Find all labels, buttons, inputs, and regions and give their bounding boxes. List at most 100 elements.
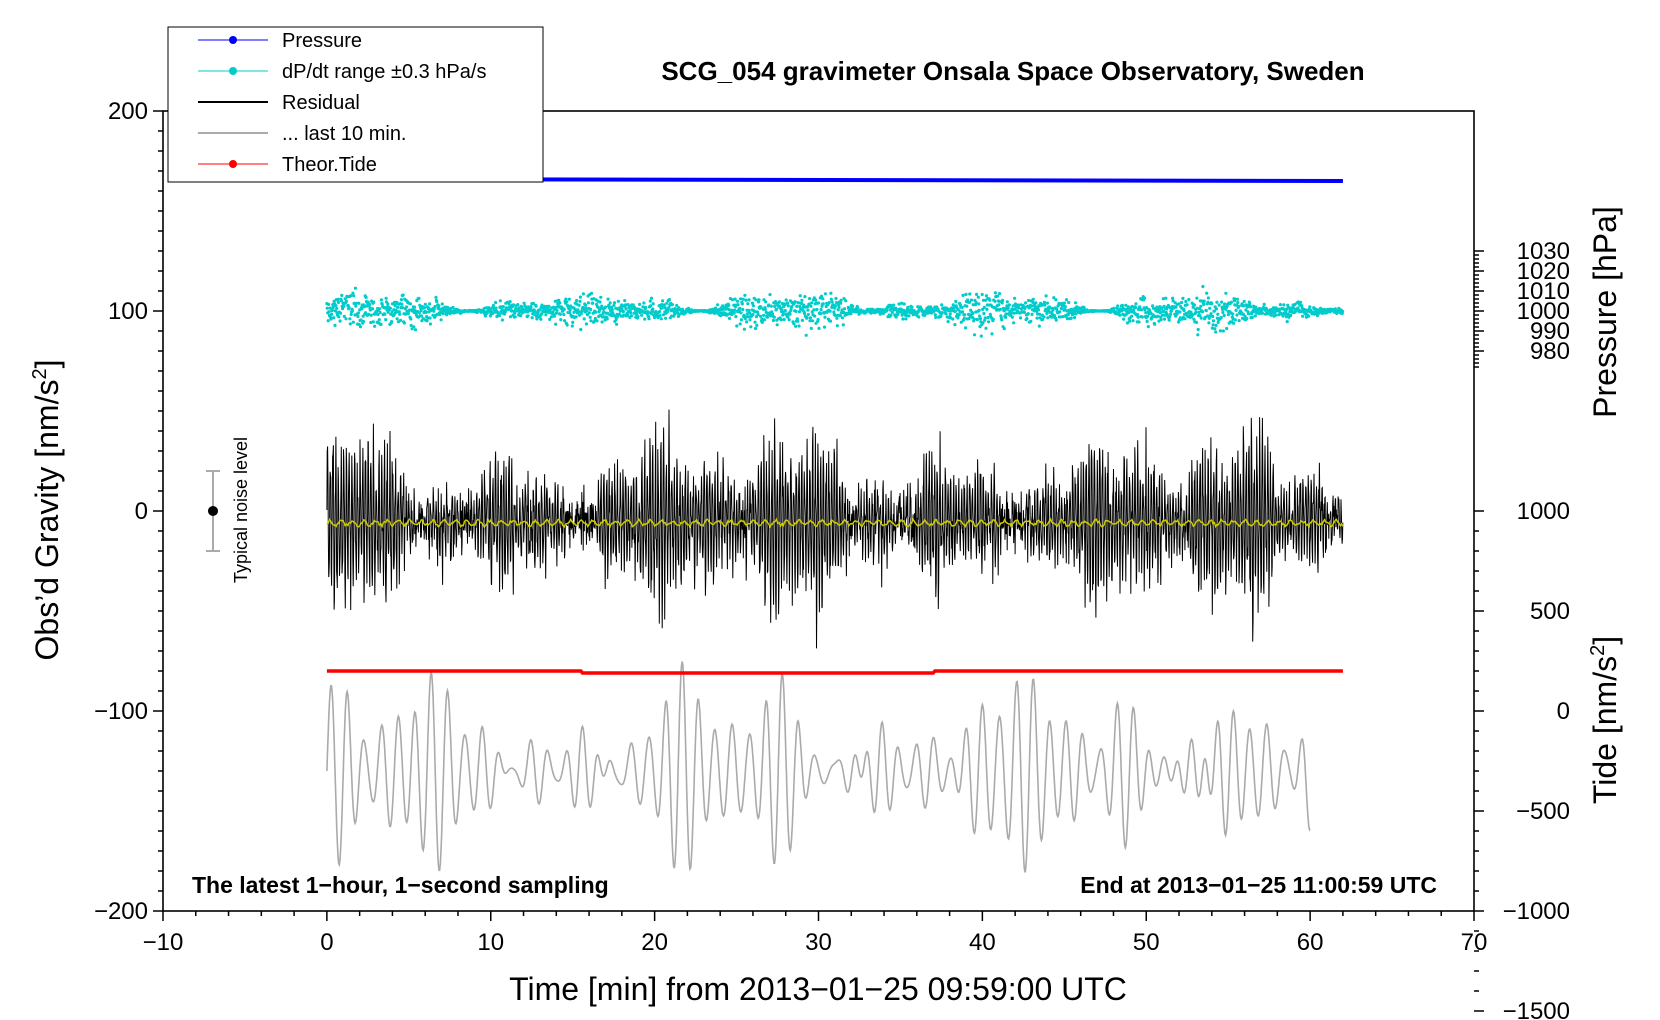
legend-label: dP/dt range ±0.3 hPa/s xyxy=(282,61,486,83)
dpdt-point xyxy=(349,312,353,317)
dpdt-point xyxy=(649,296,654,300)
dpdt-point xyxy=(900,301,904,305)
dpdt-point xyxy=(837,305,841,309)
dpdt-point xyxy=(575,298,579,303)
dpdt-point xyxy=(783,309,787,313)
dpdt-point xyxy=(834,296,838,301)
dpdt-point xyxy=(544,313,548,317)
y-tick-label: −100 xyxy=(94,698,148,725)
dpdt-point xyxy=(1001,298,1005,302)
dpdt-point xyxy=(1171,296,1175,300)
dpdt-point xyxy=(1038,312,1042,316)
dpdt-point xyxy=(904,317,908,321)
dpdt-point xyxy=(1069,316,1073,320)
dpdt-point xyxy=(602,310,606,314)
dpdt-point xyxy=(667,298,672,302)
dpdt-point xyxy=(607,303,611,307)
dpdt-point xyxy=(417,296,421,300)
dpdt-point xyxy=(966,312,971,316)
dpdt-point xyxy=(384,296,388,300)
dpdt-point xyxy=(667,306,671,310)
dpdt-point xyxy=(362,305,366,309)
dpdt-point xyxy=(373,324,377,328)
dpdt-point xyxy=(940,311,944,315)
dpdt-point xyxy=(1286,305,1291,310)
dpdt-point xyxy=(805,316,809,320)
dpdt-point xyxy=(976,295,980,299)
dpdt-point xyxy=(743,293,747,297)
dpdt-point xyxy=(957,313,961,317)
dpdt-point xyxy=(1205,291,1209,295)
dpdt-point xyxy=(647,317,651,321)
dpdt-point xyxy=(614,317,618,321)
dpdt-point xyxy=(1074,312,1078,316)
dpdt-point xyxy=(636,314,640,318)
dpdt-point xyxy=(1289,313,1293,318)
dpdt-point xyxy=(502,312,507,316)
y-axis-left-label: Obs’d Gravity [nm/s2] xyxy=(29,360,65,661)
dpdt-point xyxy=(648,299,652,303)
dpdt-point xyxy=(337,315,341,319)
dpdt-point xyxy=(1210,326,1214,330)
dpdt-point xyxy=(1171,299,1175,303)
dpdt-point xyxy=(581,292,586,296)
dpdt-point xyxy=(439,318,443,322)
dpdt-point xyxy=(609,305,614,309)
dpdt-point xyxy=(813,314,817,318)
dpdt-point xyxy=(554,305,558,310)
dpdt-point xyxy=(562,307,566,311)
dpdt-point xyxy=(513,315,517,319)
dpdt-point xyxy=(833,313,837,317)
dpdt-point xyxy=(1202,302,1206,306)
dpdt-point xyxy=(962,316,966,320)
dpdt-point xyxy=(816,317,820,322)
dpdt-point xyxy=(944,312,948,316)
dpdt-point xyxy=(1168,315,1172,319)
dpdt-point xyxy=(901,317,905,321)
dpdt-point xyxy=(1011,304,1015,308)
dpdt-point xyxy=(1056,304,1060,308)
dpdt-point xyxy=(582,317,586,321)
dpdt-point xyxy=(1183,317,1187,321)
dpdt-point xyxy=(557,298,561,302)
dpdt-point xyxy=(565,323,569,327)
dpdt-point xyxy=(798,294,802,298)
dpdt-point xyxy=(892,303,896,307)
dpdt-point xyxy=(593,316,597,320)
dpdt-point xyxy=(1134,302,1138,306)
dpdt-point xyxy=(783,303,787,307)
dpdt-point xyxy=(610,308,614,312)
dpdt-point xyxy=(552,314,557,318)
dpdt-point xyxy=(772,315,776,319)
dpdt-point xyxy=(796,301,801,305)
dpdt-point xyxy=(1232,321,1236,325)
dpdt-point xyxy=(782,317,786,322)
dpdt-point xyxy=(399,318,403,322)
dpdt-point xyxy=(828,309,832,313)
dpdt-point xyxy=(806,312,810,317)
dpdt-point xyxy=(1024,301,1028,305)
dpdt-point xyxy=(1036,308,1040,312)
dpdt-point xyxy=(794,309,798,313)
dpdt-point xyxy=(567,297,571,301)
dpdt-point xyxy=(773,300,778,304)
dpdt-point xyxy=(823,292,828,296)
dpdt-point xyxy=(812,308,816,312)
dpdt-point xyxy=(803,295,807,299)
series-residual xyxy=(326,409,1344,649)
dpdt-point xyxy=(1197,307,1202,311)
dpdt-point xyxy=(800,318,805,322)
dpdt-point xyxy=(1253,314,1257,318)
legend-marker xyxy=(229,67,237,75)
dpdt-point xyxy=(738,306,742,310)
dpdt-point xyxy=(1146,325,1150,329)
dpdt-point xyxy=(424,310,428,314)
dpdt-point xyxy=(971,303,975,307)
pressure-axis-label: Pressure [hPa] xyxy=(1587,206,1623,418)
dpdt-point xyxy=(422,306,426,310)
dpdt-point xyxy=(662,303,666,307)
dpdt-point xyxy=(802,311,807,316)
dpdt-point xyxy=(1236,300,1240,305)
dpdt-point xyxy=(409,317,413,321)
dpdt-point xyxy=(372,300,376,304)
